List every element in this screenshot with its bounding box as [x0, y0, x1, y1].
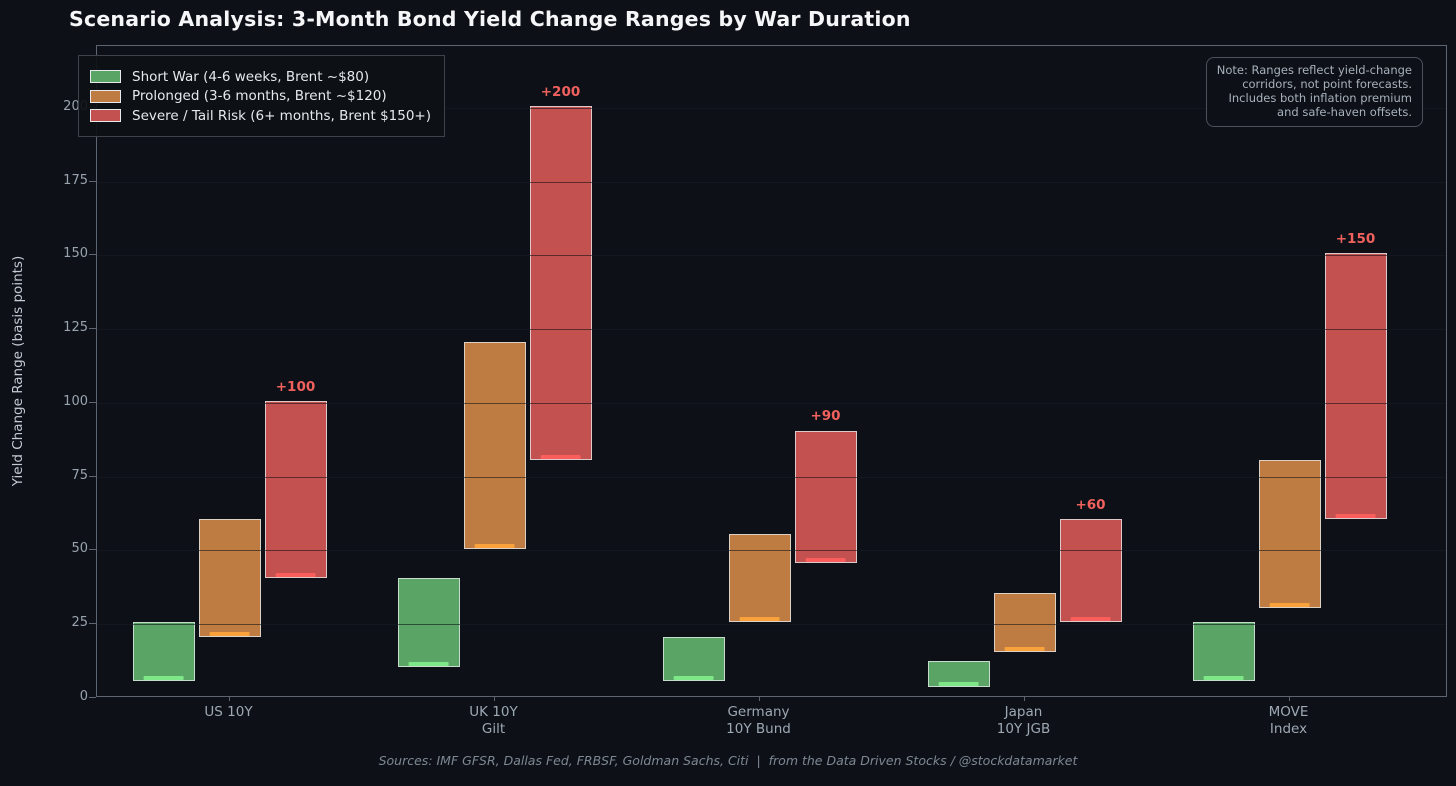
y-tick-mark-125: [89, 328, 96, 330]
range-bar-s2-c3: [1059, 519, 1122, 623]
range-bar-s0-c2: [662, 637, 725, 682]
x-tick-mark-4: [1288, 697, 1290, 701]
range-bar-s0-c3: [927, 660, 990, 688]
y-tick-mark-0: [89, 697, 96, 698]
range-bar-lower-bound-marker: [1269, 602, 1310, 607]
range-bar-s2-c1: [529, 105, 592, 460]
annotation-2: +90: [810, 408, 841, 425]
footer-source-text: Sources: IMF GFSR, Dallas Fed, FRBSF, Go…: [378, 753, 1078, 768]
range-bar-s0-c4: [1192, 622, 1255, 682]
legend-swatch-icon: [90, 89, 121, 103]
legend-swatch-icon: [90, 70, 121, 83]
y-tick-mark-150: [89, 254, 96, 256]
range-bar-lower-bound-marker: [275, 573, 316, 577]
range-bar-s2-c4: [1324, 253, 1387, 519]
plot-area: +100 +200 +90 +60 +150: [96, 45, 1447, 697]
legend-item-1: Prolonged (3-6 months, Brent ~$120): [90, 88, 431, 104]
range-bar-lower-bound-marker: [1335, 514, 1376, 518]
y-tick-mark-25: [89, 623, 96, 625]
y-tick-mark-100: [89, 401, 96, 403]
legend-item-label: Severe / Tail Risk (6+ months, Brent $15…: [132, 107, 431, 124]
range-bar-lower-bound-marker: [540, 454, 581, 459]
x-category-label-2: Germany 10Y Bund: [726, 704, 791, 737]
annotation-4: +150: [1335, 231, 1376, 248]
gridline-overlay-200: [97, 107, 1446, 109]
y-tick-label-100: 100: [63, 393, 88, 409]
y-tick-mark-50: [89, 549, 96, 551]
legend-swatch-icon: [90, 109, 121, 122]
note-line-3: and safe-haven offsets.: [1277, 104, 1412, 119]
chart-title: Scenario Analysis: 3-Month Bond Yield Ch…: [69, 7, 911, 31]
range-bar-lower-bound-marker: [408, 661, 449, 666]
range-bar-lower-bound-marker: [209, 632, 250, 636]
y-tick-label-150: 150: [63, 246, 88, 262]
legend: Short War (4-6 weeks, Brent ~$80) Prolong…: [78, 55, 445, 137]
gridline-overlay-175: [97, 181, 1446, 183]
y-tick-label-50: 50: [71, 541, 88, 557]
range-bar-s2-c2: [794, 430, 857, 564]
y-tick-label-125: 125: [63, 320, 88, 336]
annotation-3: +60: [1075, 496, 1106, 513]
range-bar-s1-c2: [728, 533, 791, 623]
range-bar-lower-bound-marker: [1070, 617, 1111, 622]
x-tick-mark-2: [758, 697, 760, 701]
range-bar-lower-bound-marker: [1004, 646, 1045, 651]
range-bar-lower-bound-marker: [474, 543, 515, 548]
legend-item-0: Short War (4-6 weeks, Brent ~$80): [90, 69, 431, 85]
legend-item-label: Short War (4-6 weeks, Brent ~$80): [132, 68, 370, 85]
range-bar-s1-c3: [993, 592, 1056, 652]
annotation-1: +200: [540, 83, 581, 100]
gridline-overlay-75: [97, 476, 1446, 478]
x-tick-mark-1: [493, 697, 495, 701]
x-category-label-3: Japan 10Y JGB: [996, 704, 1051, 737]
legend-item-2: Severe / Tail Risk (6+ months, Brent $15…: [90, 108, 431, 124]
range-bar-lower-bound-marker: [673, 676, 714, 681]
range-bar-s1-c1: [463, 341, 526, 549]
x-category-label-1: UK 10Y Gilt: [469, 704, 518, 737]
range-bar-s1-c0: [198, 519, 261, 637]
legend-item-label: Prolonged (3-6 months, Brent ~$120): [132, 88, 387, 104]
x-category-label-0: US 10Y: [204, 704, 253, 720]
y-tick-mark-75: [89, 475, 96, 477]
range-bar-lower-bound-marker: [739, 617, 780, 622]
gridline-overlay-50: [97, 550, 1446, 552]
y-tick-label-0: 0: [79, 689, 88, 704]
range-bar-lower-bound-marker: [1203, 676, 1244, 681]
range-bar-s1-c4: [1258, 460, 1321, 608]
x-tick-mark-3: [1023, 697, 1025, 701]
annotation-0: +100: [275, 378, 316, 395]
gridline-overlay-125: [97, 329, 1446, 331]
range-bar-lower-bound-marker: [143, 676, 184, 681]
note-line-0: Note: Ranges reflect yield-change: [1216, 63, 1412, 77]
note-box: Note: Ranges reflect yield-change corrido…: [1205, 57, 1423, 127]
y-tick-label-25: 25: [71, 615, 88, 631]
gridline-overlay-150: [97, 255, 1446, 257]
range-bar-lower-bound-marker: [938, 682, 979, 687]
x-tick-mark-0: [228, 697, 230, 701]
gridline-overlay-100: [97, 402, 1446, 404]
y-tick-mark-175: [89, 180, 96, 182]
note-line-1: corridors, not point forecasts.: [1242, 76, 1412, 91]
y-axis-title: Yield Change Range (basis points): [10, 255, 26, 487]
y-tick-label-75: 75: [71, 467, 88, 483]
note-line-2: Includes both inflation premium: [1228, 90, 1413, 105]
range-bar-s2-c0: [264, 401, 327, 578]
range-bar-s0-c1: [397, 578, 460, 667]
gridline-overlay-25: [97, 624, 1446, 626]
range-bar-lower-bound-marker: [805, 558, 846, 563]
x-category-label-4: MOVE Index: [1268, 704, 1309, 737]
range-bar-s0-c0: [132, 622, 195, 682]
y-tick-label-175: 175: [63, 172, 88, 188]
